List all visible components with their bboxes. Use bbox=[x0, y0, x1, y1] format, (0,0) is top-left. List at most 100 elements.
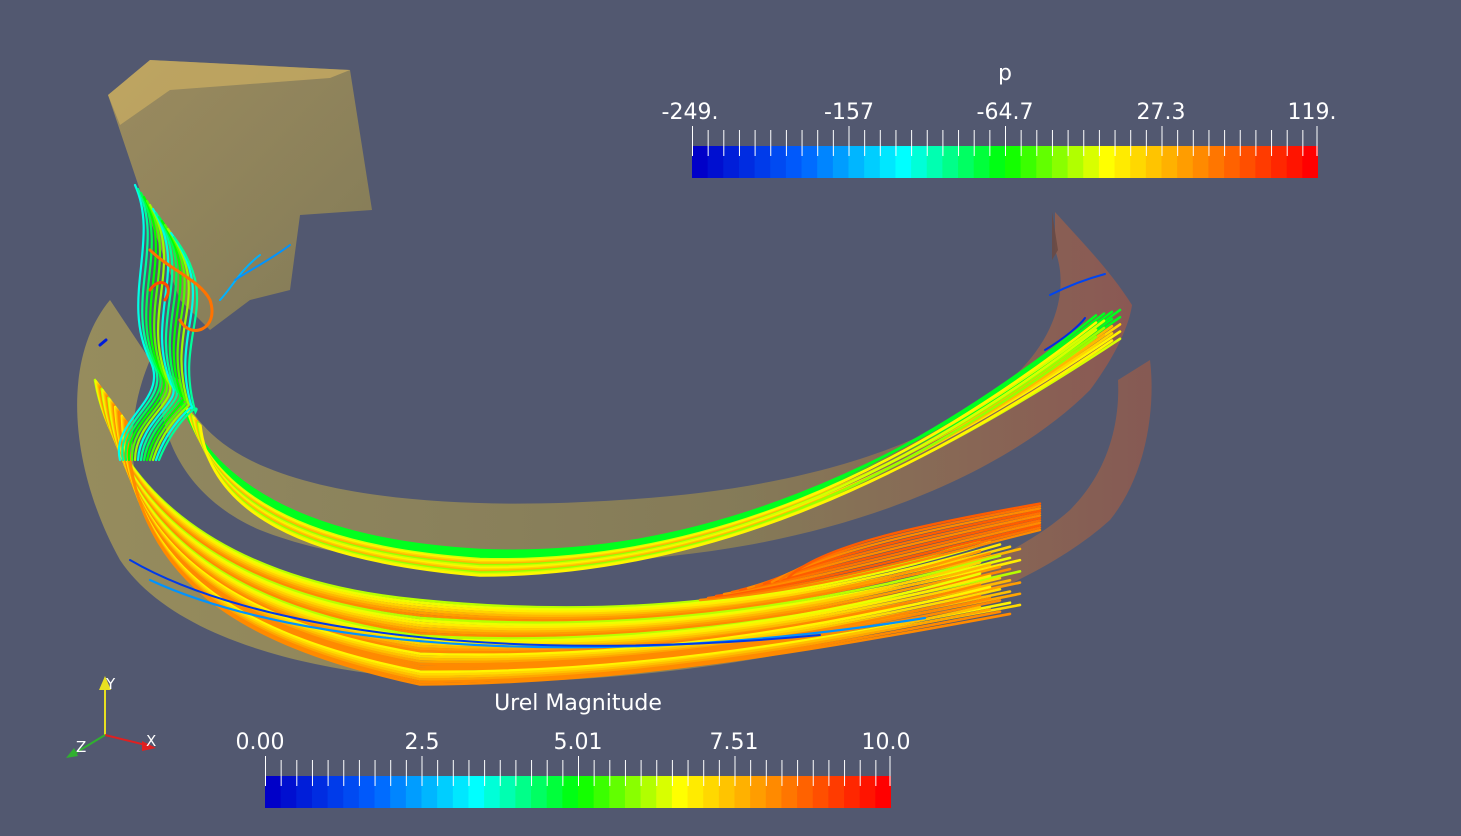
color-segment bbox=[864, 146, 881, 178]
color-segment bbox=[879, 146, 897, 178]
color-segment bbox=[1130, 146, 1147, 178]
color-segment bbox=[1005, 146, 1022, 178]
color-segment bbox=[989, 146, 1006, 178]
color-segment bbox=[958, 146, 975, 178]
color-segment bbox=[781, 776, 798, 808]
velocity-tick-label: 10.0 bbox=[861, 730, 911, 755]
color-segment bbox=[801, 146, 818, 178]
color-segment bbox=[734, 776, 751, 808]
pressure-tick-label: -157 bbox=[824, 100, 874, 125]
color-segment bbox=[640, 776, 657, 808]
streamline bbox=[199, 339, 1114, 577]
color-segment bbox=[546, 776, 563, 808]
color-segment bbox=[926, 146, 943, 178]
color-segment bbox=[656, 776, 673, 808]
inlet-top-face bbox=[108, 60, 350, 125]
y-axis-label: Y bbox=[105, 675, 116, 693]
color-segment bbox=[828, 776, 845, 808]
color-segment bbox=[832, 146, 850, 178]
color-segment bbox=[327, 776, 344, 808]
color-segment bbox=[578, 776, 595, 808]
color-segment bbox=[671, 776, 689, 808]
color-segment bbox=[703, 776, 720, 808]
color-segment bbox=[718, 776, 736, 808]
color-segment bbox=[280, 776, 297, 808]
color-segment bbox=[738, 146, 756, 178]
color-segment bbox=[770, 146, 787, 178]
z-axis-line bbox=[71, 734, 106, 756]
color-segment bbox=[973, 146, 990, 178]
streamline bbox=[133, 203, 172, 462]
streamline bbox=[124, 191, 162, 462]
color-segment bbox=[1098, 146, 1116, 178]
inlet-duct bbox=[108, 60, 372, 330]
color-segment bbox=[1302, 146, 1318, 178]
x-axis-arrow-icon bbox=[142, 741, 156, 751]
streamline bbox=[154, 231, 195, 462]
velocity-tick-label: 0.00 bbox=[235, 730, 285, 755]
streamline bbox=[145, 219, 185, 462]
streamline bbox=[786, 502, 1042, 580]
color-segment bbox=[844, 776, 861, 808]
color-segment bbox=[785, 146, 803, 178]
color-segment bbox=[484, 776, 501, 808]
streamline bbox=[698, 528, 1042, 602]
streamline bbox=[148, 281, 170, 302]
color-segment bbox=[452, 776, 470, 808]
volute-geometry bbox=[77, 60, 1152, 682]
color-segment bbox=[405, 776, 423, 808]
streamline bbox=[148, 578, 927, 649]
color-segment bbox=[1114, 146, 1131, 178]
velocity-tick-label: 2.5 bbox=[404, 730, 440, 755]
streamline bbox=[121, 187, 159, 462]
color-segment bbox=[374, 776, 391, 808]
streamline bbox=[136, 207, 175, 462]
streamline bbox=[98, 338, 108, 347]
color-segment bbox=[437, 776, 454, 808]
color-segment bbox=[692, 146, 709, 178]
color-segment bbox=[358, 776, 376, 808]
color-segment bbox=[343, 776, 360, 808]
color-segment bbox=[723, 146, 740, 178]
inner-ring bbox=[159, 212, 1132, 567]
color-segment bbox=[421, 776, 438, 808]
color-segment bbox=[1192, 146, 1210, 178]
orientation-axes: Y X Z bbox=[66, 675, 156, 758]
streamline bbox=[125, 420, 1012, 686]
z-axis-label: Z bbox=[76, 738, 86, 756]
pressure-color-strip bbox=[692, 126, 1318, 178]
color-segment bbox=[812, 776, 829, 808]
pressure-bar-title: p bbox=[998, 61, 1012, 86]
color-segment bbox=[1036, 146, 1053, 178]
color-segment bbox=[311, 776, 329, 808]
color-segment bbox=[515, 776, 532, 808]
pressure-tick-label: 119. bbox=[1287, 100, 1337, 125]
color-segment bbox=[1255, 146, 1272, 178]
color-segment bbox=[499, 776, 516, 808]
streamline bbox=[1049, 273, 1106, 296]
color-segment bbox=[1271, 146, 1288, 178]
color-segment bbox=[1224, 146, 1241, 178]
streamline bbox=[139, 211, 178, 462]
velocity-tick-label: 7.51 bbox=[709, 730, 759, 755]
color-segment bbox=[754, 146, 771, 178]
color-segment bbox=[265, 776, 282, 808]
streamline bbox=[117, 183, 156, 462]
streamline bbox=[730, 519, 1042, 594]
color-segment bbox=[707, 146, 724, 178]
streamline bbox=[130, 199, 169, 462]
color-segment bbox=[593, 776, 610, 808]
color-segment bbox=[624, 776, 642, 808]
color-segment bbox=[750, 776, 767, 808]
color-segment bbox=[1020, 146, 1037, 178]
velocity-tick-label: 5.01 bbox=[553, 730, 603, 755]
color-segment bbox=[296, 776, 313, 808]
color-segment bbox=[1286, 146, 1303, 178]
color-segment bbox=[1145, 146, 1163, 178]
inner-ring-rim bbox=[1052, 212, 1058, 260]
color-segment bbox=[1208, 146, 1225, 178]
x-axis-label: X bbox=[146, 732, 156, 750]
streamline bbox=[148, 223, 188, 462]
